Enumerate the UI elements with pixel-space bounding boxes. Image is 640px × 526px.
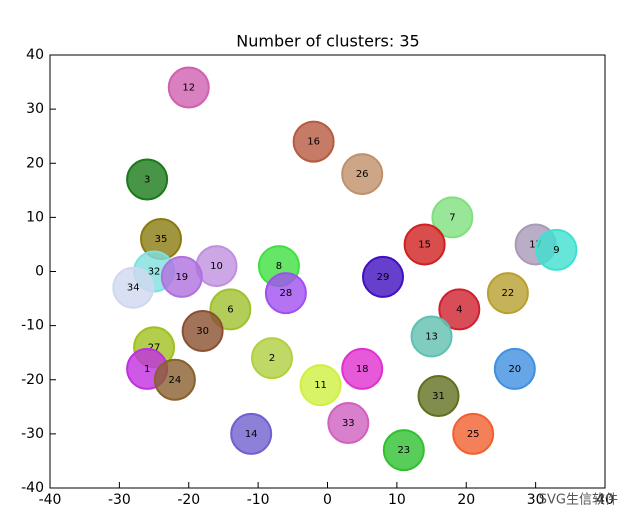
cluster-label: 17 xyxy=(529,239,542,250)
cluster-label: 35 xyxy=(155,234,168,245)
cluster xyxy=(438,288,481,331)
cluster-label: 14 xyxy=(245,429,258,440)
cluster xyxy=(126,158,169,201)
x-tick-label: -10 xyxy=(247,492,270,508)
x-tick-label: -40 xyxy=(39,492,62,508)
cluster-label: 15 xyxy=(418,239,431,250)
cluster-label: 28 xyxy=(280,288,293,299)
cluster-label: 13 xyxy=(425,331,438,342)
cluster xyxy=(167,66,210,109)
y-tick-label: -10 xyxy=(21,318,44,334)
x-tick-label: 0 xyxy=(323,492,332,508)
cluster xyxy=(299,364,342,407)
cluster-label: 7 xyxy=(449,212,455,223)
plot-frame xyxy=(49,54,606,489)
cluster-label: 33 xyxy=(342,418,355,429)
cluster-label: 12 xyxy=(182,82,195,93)
cluster xyxy=(341,153,384,196)
cluster xyxy=(382,429,425,472)
cluster-label: 4 xyxy=(456,304,462,315)
cluster-label: 24 xyxy=(169,375,182,386)
cluster xyxy=(452,412,495,455)
cluster xyxy=(153,358,196,401)
cluster-label: 19 xyxy=(175,272,188,283)
y-tick-label: 10 xyxy=(26,209,44,225)
cluster xyxy=(486,272,529,315)
cluster-label: 18 xyxy=(356,364,369,375)
cluster xyxy=(493,347,536,390)
x-tick-label: 30 xyxy=(527,492,545,508)
cluster xyxy=(431,196,474,239)
cluster-label: 25 xyxy=(467,429,480,440)
x-tick-label: -20 xyxy=(177,492,200,508)
cluster xyxy=(264,272,307,315)
cluster-label: 11 xyxy=(314,380,327,391)
cluster xyxy=(181,310,224,353)
watermark: SVG生信软件 xyxy=(539,493,618,508)
cluster-label: 3 xyxy=(144,174,150,185)
x-tick-label: -30 xyxy=(108,492,131,508)
cluster xyxy=(209,288,252,331)
y-tick-label: 40 xyxy=(26,47,44,63)
cluster-label: 34 xyxy=(127,283,140,294)
y-tick-label: 20 xyxy=(26,155,44,171)
cluster-label: 1 xyxy=(144,364,150,375)
cluster-label: 32 xyxy=(148,267,161,278)
cluster xyxy=(417,374,460,417)
cluster-label: 6 xyxy=(227,304,233,315)
y-tick-label: -40 xyxy=(21,480,44,496)
cluster-label: 27 xyxy=(148,342,161,353)
cluster-label: 9 xyxy=(553,245,559,256)
cluster-label: 16 xyxy=(307,137,320,148)
cluster-label: 10 xyxy=(210,261,223,272)
cluster-label: 2 xyxy=(269,353,275,364)
cluster xyxy=(112,266,155,309)
cluster-label: 26 xyxy=(356,169,369,180)
cluster-label: 8 xyxy=(276,261,282,272)
x-tick-label: 40 xyxy=(596,492,614,508)
y-tick-label: 30 xyxy=(26,101,44,117)
y-tick-label: -30 xyxy=(21,426,44,442)
cluster xyxy=(362,255,404,298)
cluster xyxy=(403,223,446,266)
cluster xyxy=(410,315,453,358)
y-tick-label: -20 xyxy=(21,372,44,388)
cluster-label: 30 xyxy=(196,326,209,337)
cluster xyxy=(327,402,370,445)
x-tick-label: 20 xyxy=(457,492,475,508)
cluster-label: 29 xyxy=(377,272,390,283)
y-tick-label: 0 xyxy=(35,264,44,280)
x-tick-label: 10 xyxy=(388,492,406,508)
cluster-label: 31 xyxy=(432,391,445,402)
cluster xyxy=(251,337,293,380)
cluster-label: 20 xyxy=(508,364,521,375)
cluster-label: 22 xyxy=(502,288,515,299)
cluster xyxy=(292,120,335,163)
cluster xyxy=(535,228,578,271)
cluster xyxy=(160,255,203,298)
cluster-label: 23 xyxy=(397,445,410,456)
cluster xyxy=(230,412,273,455)
chart-title: Number of clusters: 35 xyxy=(236,32,419,51)
cluster xyxy=(341,347,384,390)
